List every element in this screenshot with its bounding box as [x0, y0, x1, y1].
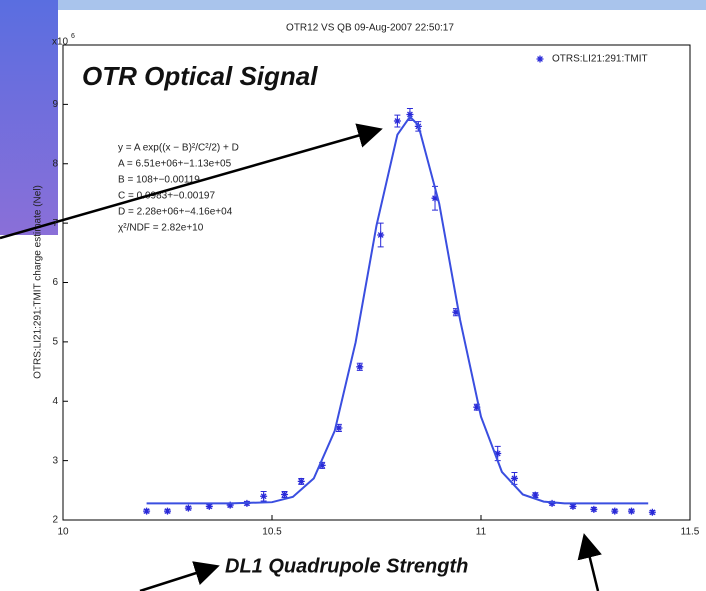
fit-line-text: B = 108+−0.00119 [118, 175, 200, 186]
arrow [139, 561, 220, 591]
data-point [260, 492, 268, 500]
data-point [356, 363, 364, 371]
chart-title: OTR12 VS QB 09-Aug-2007 22:50:17 [286, 23, 454, 34]
data-point [281, 490, 289, 498]
data-point [494, 450, 502, 457]
fit-line-text: D = 2.28e+06+−4.16e+04 [118, 207, 233, 218]
data-point [510, 474, 518, 482]
x-tick-label: 10.5 [262, 527, 282, 538]
slide-background [0, 0, 58, 235]
data-point [184, 504, 192, 512]
heading: OTR Optical Signal [82, 61, 318, 91]
legend-label: OTRS:LI21:291:TMIT [552, 54, 648, 65]
data-point [205, 502, 213, 510]
data-point [611, 507, 619, 515]
data-point [318, 461, 326, 469]
y-axis-label: OTRS:LI21:291:TMIT charge estimate (Nel) [33, 185, 44, 379]
y-tick-label: 9 [52, 99, 58, 110]
y-tick-label: 3 [52, 455, 58, 466]
y-tick-label: 8 [52, 158, 58, 169]
top-strip [0, 0, 706, 10]
data-point [226, 501, 234, 509]
y-tick-label: 7 [52, 218, 58, 229]
legend-marker [536, 55, 544, 63]
fit-line-text: C = 0.0983+−0.00197 [118, 191, 215, 202]
data-point [143, 507, 151, 515]
y-tick-label: 5 [52, 337, 58, 348]
data-point [335, 424, 343, 432]
data-point [393, 117, 401, 125]
fit-line-text: y = A exp((x − B)²/C²/2) + D [118, 143, 239, 154]
data-point [531, 491, 539, 499]
fit-line-text: χ²/NDF = 2.82e+10 [118, 223, 204, 234]
data-point [648, 508, 656, 516]
y-tick-label: 4 [52, 396, 58, 407]
fit-text: y = A exp((x − B)²/C²/2) + D A = 6.51e+06… [118, 143, 239, 234]
y-exponent-power: 6 [71, 33, 75, 40]
data-point [431, 194, 439, 202]
arrow [0, 123, 383, 240]
data-point [164, 507, 171, 515]
x-axis-label: DL1 Quadrupole Strength [225, 555, 468, 577]
data-point [627, 507, 635, 515]
arrow [577, 533, 602, 591]
x-tick-label: 11.5 [681, 527, 700, 538]
data-point [569, 502, 577, 510]
data-point [377, 231, 385, 239]
fit-line-text: A = 6.51e+06+−1.13e+05 [118, 159, 232, 170]
data-point [548, 499, 556, 507]
x-tick-label: 10 [57, 527, 69, 538]
x-tick-label: 11 [476, 527, 487, 538]
y-tick-label: 2 [52, 515, 58, 526]
y-exponent-base: x10 [52, 37, 69, 48]
data-point [406, 110, 414, 118]
data-point [452, 308, 460, 316]
data-point [473, 403, 481, 411]
data-point [297, 477, 305, 485]
fit-line [146, 115, 649, 505]
data-point [590, 505, 598, 513]
y-tick-label: 6 [52, 277, 58, 288]
